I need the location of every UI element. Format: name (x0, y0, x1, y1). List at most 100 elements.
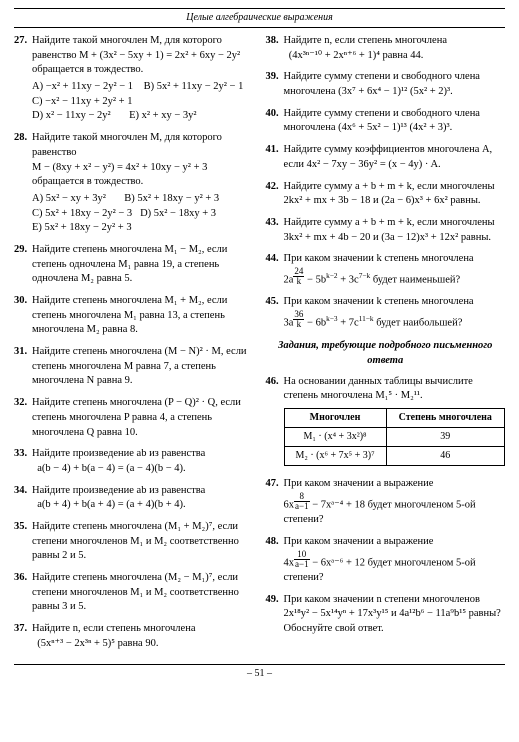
problem-text: Найдите степень многочлена (P − Q)² · Q,… (32, 396, 254, 440)
problem-text: Найдите степень многочлена M₁ − M₂, если… (32, 243, 254, 287)
opt-c: C) −x² − 11xy + 2y² + 1 (32, 96, 132, 107)
problem-number: 46. (266, 375, 284, 470)
problem-eq: a(b − 4) + b(a − 4) = (a − 4)(b − 4). (37, 463, 185, 474)
left-column: 27. Найдите такой многочлен M, для котор… (14, 34, 254, 658)
problem-eq: (5xⁿ⁺³ − 2x³ⁿ + 5)⁵ равна 90. (37, 638, 158, 649)
problem-body: Найдите n, если степень многочлена (284, 35, 447, 46)
problem-39: 39. Найдите сумму степени и свободного ч… (266, 70, 506, 99)
section-title: Задания, требующие подробного письменног… (266, 339, 506, 368)
problem-text: При каком значении k степень многочлена … (284, 252, 506, 288)
problem-number: 40. (266, 107, 284, 136)
problem-body: Найдите n, если степень многочлена (32, 623, 195, 634)
problem-number: 48. (266, 535, 284, 586)
table-header: Многочлен (284, 409, 386, 428)
problem-text: Найдите сумму коэффициентов многочлена A… (284, 143, 506, 172)
problem-number: 28. (14, 131, 32, 236)
problem-48: 48. При каком значении a выражение 4x10a… (266, 535, 506, 586)
problem-eq: M − (8xy + x² − y²) = 4x² + 10xy − y² + … (32, 162, 207, 188)
problem-34: 34. Найдите произведение ab из равенства… (14, 484, 254, 513)
problem-number: 45. (266, 295, 284, 331)
problem-number: 32. (14, 396, 32, 440)
problem-text: Найдите такой многочлен M, для которого … (32, 131, 254, 236)
opt-b: B) 5x² + 11xy − 2y² − 1 (144, 81, 244, 92)
problem-body: При каком значении a выражение (284, 478, 434, 489)
problem-eq: (4x³ⁿ⁻¹⁰ + 2xⁿ⁺⁶ + 1)⁴ равна 44. (289, 50, 424, 61)
problem-text: Найдите степень многочлена (M₂ − M₁)⁷, е… (32, 571, 254, 615)
table-header: Степень многочлена (386, 409, 504, 428)
problem-number: 36. (14, 571, 32, 615)
problem-body: На основании данных таблицы вычислите ст… (284, 376, 473, 402)
problem-text: Найдите такой многочлен M, для которого … (32, 34, 254, 124)
problem-number: 31. (14, 345, 32, 389)
opt-a: A) −x² + 11xy − 2y² − 1 (32, 81, 133, 92)
table-cell: 39 (386, 428, 504, 447)
problem-42: 42. Найдите сумму a + b + m + k, если мн… (266, 180, 506, 209)
problem-text: Найдите n, если степень многочлена (4x³ⁿ… (284, 34, 506, 63)
problem-36: 36. Найдите степень многочлена (M₂ − M₁)… (14, 571, 254, 615)
problem-text: Найдите сумму степени и свободного члена… (284, 70, 506, 99)
table-cell: M₂ · (x⁶ + 7x⁵ + 3)⁷ (284, 447, 386, 466)
opt-a: A) 5x² − xy + 3y² (32, 193, 106, 204)
problem-43: 43. Найдите сумму a + b + m + k, если мн… (266, 216, 506, 245)
expr-pre: 6x (284, 500, 295, 511)
table-cell: M₁ · (x⁴ + 3x²)⁸ (284, 428, 386, 447)
problem-35: 35. Найдите степень многочлена (M₁ + M₂)… (14, 520, 254, 564)
problem-number: 38. (266, 34, 284, 63)
problem-number: 43. (266, 216, 284, 245)
problem-37: 37. Найдите n, если степень многочлена (… (14, 622, 254, 651)
problem-text: При каком значении k степень многочлена … (284, 295, 506, 331)
options: A) −x² + 11xy − 2y² − 1 B) 5x² + 11xy − … (32, 80, 254, 124)
problem-body: При каком значении k степень многочлена (284, 253, 474, 264)
problem-32: 32. Найдите степень многочлена (P − Q)² … (14, 396, 254, 440)
problem-number: 47. (266, 477, 284, 528)
opt-b: B) 5x² + 18xy − y² + 3 (124, 193, 219, 204)
problem-text: Найдите произведение ab из равенства a(b… (32, 484, 254, 513)
problem-28: 28. Найдите такой многочлен M, для котор… (14, 131, 254, 236)
problem-text: Найдите степень многочлена (M − N)² · M,… (32, 345, 254, 389)
page-footer: – 51 – (14, 664, 505, 681)
problem-number: 49. (266, 593, 284, 637)
opt-e: E) x² + xy − 3y² (129, 110, 196, 121)
problem-text: Найдите n, если степень многочлена (5xⁿ⁺… (32, 622, 254, 651)
problem-text: При каком значении a выражение 6x8a−1 − … (284, 477, 506, 528)
problem-eq: a(b + 4) + b(a + 4) = (a + 4)(b + 4). (37, 499, 185, 510)
problem-38: 38. Найдите n, если степень многочлена (… (266, 34, 506, 63)
problem-text: Найдите степень многочлена M₁ + M₂, если… (32, 294, 254, 338)
opt-e: E) 5x² + 18xy − 2y² + 3 (32, 222, 132, 233)
problem-body: При каком значении a выражение (284, 536, 434, 547)
problem-number: 33. (14, 447, 32, 476)
problem-body: Найдите такой многочлен M, для которого … (32, 132, 222, 158)
problem-number: 37. (14, 622, 32, 651)
problem-text: Найдите произведение ab из равенства a(b… (32, 447, 254, 476)
problem-30: 30. Найдите степень многочлена M₁ + M₂, … (14, 294, 254, 338)
table-row: M₁ · (x⁴ + 3x²)⁸ 39 (284, 428, 505, 447)
problem-text: При каком значении a выражение 4x10a−1 −… (284, 535, 506, 586)
table-row: M₂ · (x⁶ + 7x⁵ + 3)⁷ 46 (284, 447, 505, 466)
problem-body: Найдите произведение ab из равенства (32, 448, 205, 459)
problem-31: 31. Найдите степень многочлена (M − N)² … (14, 345, 254, 389)
problem-table: Многочлен Степень многочлена M₁ · (x⁴ + … (284, 408, 506, 466)
frac-bot: a−1 (294, 502, 310, 511)
problem-46: 46. На основании данных таблицы вычислит… (266, 375, 506, 470)
expr-rest: − 6xᵃ⁻⁶ + 12 будет многочленом 5-ой степ… (284, 557, 476, 583)
opt-d: D) x² − 11xy − 2y² (32, 110, 111, 121)
problem-number: 41. (266, 143, 284, 172)
problem-number: 30. (14, 294, 32, 338)
problem-41: 41. Найдите сумму коэффициентов многочле… (266, 143, 506, 172)
problem-number: 34. (14, 484, 32, 513)
options: A) 5x² − xy + 3y² B) 5x² + 18xy − y² + 3… (32, 192, 254, 236)
problem-49: 49. При каком значении n степени многочл… (266, 593, 506, 637)
problem-45: 45. При каком значении k степень многочл… (266, 295, 506, 331)
table-cell: 46 (386, 447, 504, 466)
opt-d: D) 5x² − 18xy + 3 (140, 208, 216, 219)
problem-40: 40. Найдите сумму степени и свободного ч… (266, 107, 506, 136)
problem-text: На основании данных таблицы вычислите ст… (284, 375, 506, 470)
problem-text: Найдите сумму степени и свободного члена… (284, 107, 506, 136)
expr-rest: − 7xᵃ⁻⁴ + 18 будет многочленом 5-ой степ… (284, 500, 476, 526)
problem-number: 42. (266, 180, 284, 209)
problem-27: 27. Найдите такой многочлен M, для котор… (14, 34, 254, 124)
problem-number: 27. (14, 34, 32, 124)
expr-pre: 4x (284, 557, 295, 568)
problem-number: 35. (14, 520, 32, 564)
frac-bot: a−1 (294, 560, 310, 569)
